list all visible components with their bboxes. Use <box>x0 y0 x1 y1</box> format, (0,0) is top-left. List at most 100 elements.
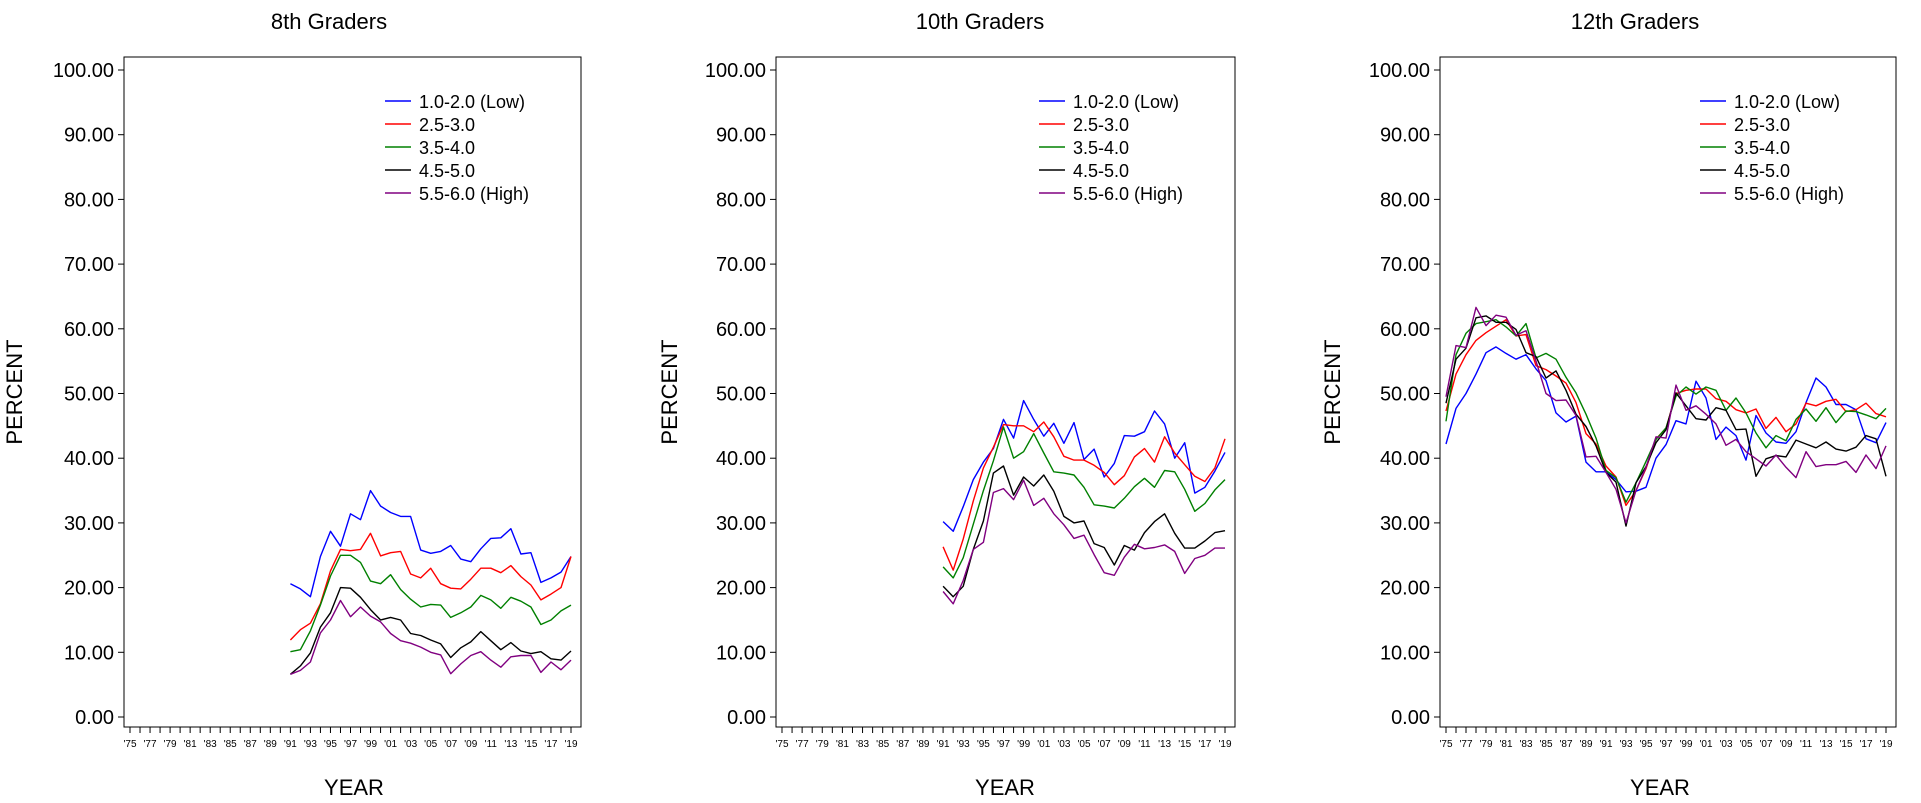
y-tick-label: 0.00 <box>1391 707 1430 729</box>
series-line-3 <box>942 426 1226 579</box>
x-tick-label: '99 <box>364 739 377 750</box>
y-axis-label: PERCENT <box>1320 339 1345 444</box>
legend-label-3: 3.5-4.0 <box>1734 138 1790 158</box>
y-tick-label: 40.00 <box>64 448 114 470</box>
series-line-4 <box>289 586 572 675</box>
y-tick-label: 90.00 <box>1380 125 1430 147</box>
legend-label-2: 2.5-3.0 <box>419 115 475 135</box>
x-tick-label: '89 <box>916 739 929 750</box>
x-tick-label: '91 <box>1599 739 1612 750</box>
chart-panel-3: 12th Graders 0.00 10.00 20.00 30.00 40.00 50.0… <box>1320 9 1897 800</box>
x-tick-label: '77 <box>144 739 157 750</box>
series-line-5 <box>290 599 572 675</box>
y-tick-label: 90.00 <box>716 125 766 147</box>
plot-frame <box>1439 56 1897 728</box>
x-tick-label: '89 <box>1579 739 1592 750</box>
x-axis-label: YEAR <box>324 775 384 800</box>
x-tick-label: '09 <box>464 739 477 750</box>
x-tick-label: '03 <box>1719 739 1732 750</box>
plot-frame <box>775 56 1236 728</box>
y-tick-label: 100.00 <box>53 60 114 82</box>
legend-label-5: 5.5-6.0 (High) <box>1734 184 1844 204</box>
legend-label-1: 1.0-2.0 (Low) <box>1073 92 1179 112</box>
y-tick-label: 10.00 <box>716 642 766 664</box>
series-line-5 <box>1445 306 1887 524</box>
x-tick-label: '19 <box>564 739 577 750</box>
legend-label-5: 5.5-6.0 (High) <box>419 184 529 204</box>
legend: 1.0-2.0 (Low) 2.5-3.0 3.5-4.0 4.5-5.0 5.5-6.… <box>1039 92 1183 204</box>
y-tick-label: 50.00 <box>716 384 766 406</box>
x-tick-label: '91 <box>284 739 297 750</box>
chart-title: 12th Graders <box>1571 9 1699 34</box>
x-tick-label: '77 <box>796 739 809 750</box>
x-tick-label: '01 <box>1699 739 1712 750</box>
y-tick-label: 70.00 <box>64 254 114 276</box>
legend-label-4: 4.5-5.0 <box>1073 161 1129 181</box>
y-tick-label: 70.00 <box>1380 254 1430 276</box>
y-tick-label: 100.00 <box>705 60 766 82</box>
legend-label-1: 1.0-2.0 (Low) <box>1734 92 1840 112</box>
x-tick-label: '75 <box>123 739 136 750</box>
y-tick-label: 30.00 <box>64 513 114 535</box>
x-tick-label: '75 <box>775 739 788 750</box>
legend: 1.0-2.0 (Low) 2.5-3.0 3.5-4.0 4.5-5.0 5.5-6.… <box>1700 92 1844 204</box>
series-line-3 <box>290 554 572 653</box>
x-tick-label: '05 <box>1078 739 1091 750</box>
chart-title: 8th Graders <box>271 9 387 34</box>
x-tick-label: '07 <box>1759 739 1772 750</box>
x-tick-label: '17 <box>544 739 557 750</box>
x-tick-label: '01 <box>1037 739 1050 750</box>
series-line-2 <box>942 421 1226 571</box>
series-line-4 <box>1445 315 1887 527</box>
x-tick-label: '99 <box>1679 739 1692 750</box>
y-axis-label: PERCENT <box>657 339 682 444</box>
plot-frame <box>123 56 582 728</box>
x-axis-label: YEAR <box>975 775 1035 800</box>
x-tick-label: '07 <box>444 739 457 750</box>
x-tick-label: '05 <box>424 739 437 750</box>
x-tick-label: '17 <box>1859 739 1872 750</box>
x-tick-label: '15 <box>1839 739 1852 750</box>
y-tick-label: 10.00 <box>64 642 114 664</box>
x-tick-label: '95 <box>977 739 990 750</box>
x-tick-label: '13 <box>1819 739 1832 750</box>
x-tick-label: '79 <box>1479 739 1492 750</box>
y-tick-label: 0.00 <box>727 707 766 729</box>
x-tick-label: '83 <box>1519 739 1532 750</box>
y-tick-label: 60.00 <box>1380 319 1430 341</box>
x-tick-label: '87 <box>244 739 257 750</box>
x-tick-label: '11 <box>485 739 498 750</box>
y-tick-label: 80.00 <box>1380 189 1430 211</box>
y-tick-label: 20.00 <box>1380 578 1430 600</box>
y-tick-label: 100.00 <box>1369 60 1430 82</box>
y-tick-label: 80.00 <box>64 189 114 211</box>
y-tick-label: 60.00 <box>716 319 766 341</box>
y-tick-label: 20.00 <box>716 578 766 600</box>
x-tick-label: '97 <box>997 739 1010 750</box>
x-tick-label: '93 <box>957 739 970 750</box>
x-tick-label: '93 <box>304 739 317 750</box>
x-tick-label: '19 <box>1218 739 1231 750</box>
y-tick-label: 30.00 <box>716 513 766 535</box>
x-tick-label: '87 <box>896 739 909 750</box>
y-axis-label: PERCENT <box>2 339 27 444</box>
y-tick-label: 10.00 <box>1380 642 1430 664</box>
legend-label-4: 4.5-5.0 <box>419 161 475 181</box>
x-tick-label: '81 <box>1499 739 1512 750</box>
x-tick-label: '13 <box>504 739 517 750</box>
y-tick-label: 50.00 <box>64 384 114 406</box>
y-tick-label: 20.00 <box>64 578 114 600</box>
series-line-1 <box>290 489 572 598</box>
x-tick-label: '83 <box>204 739 217 750</box>
x-tick-label: '89 <box>264 739 277 750</box>
legend-label-3: 3.5-4.0 <box>1073 138 1129 158</box>
series-line-4 <box>942 465 1226 598</box>
chart-panel-1: 8th Graders 0.00 10.00 20.00 30.00 40.00 50.00… <box>2 9 582 800</box>
x-tick-label: '81 <box>184 739 197 750</box>
x-axis-label: YEAR <box>1630 775 1690 800</box>
chart-panel-2: 10th Graders 0.00 10.00 20.00 30.00 40.00 50.0… <box>657 9 1236 800</box>
legend-label-4: 4.5-5.0 <box>1734 161 1790 181</box>
series-line-2 <box>289 532 572 641</box>
x-tick-label: '91 <box>937 739 950 750</box>
